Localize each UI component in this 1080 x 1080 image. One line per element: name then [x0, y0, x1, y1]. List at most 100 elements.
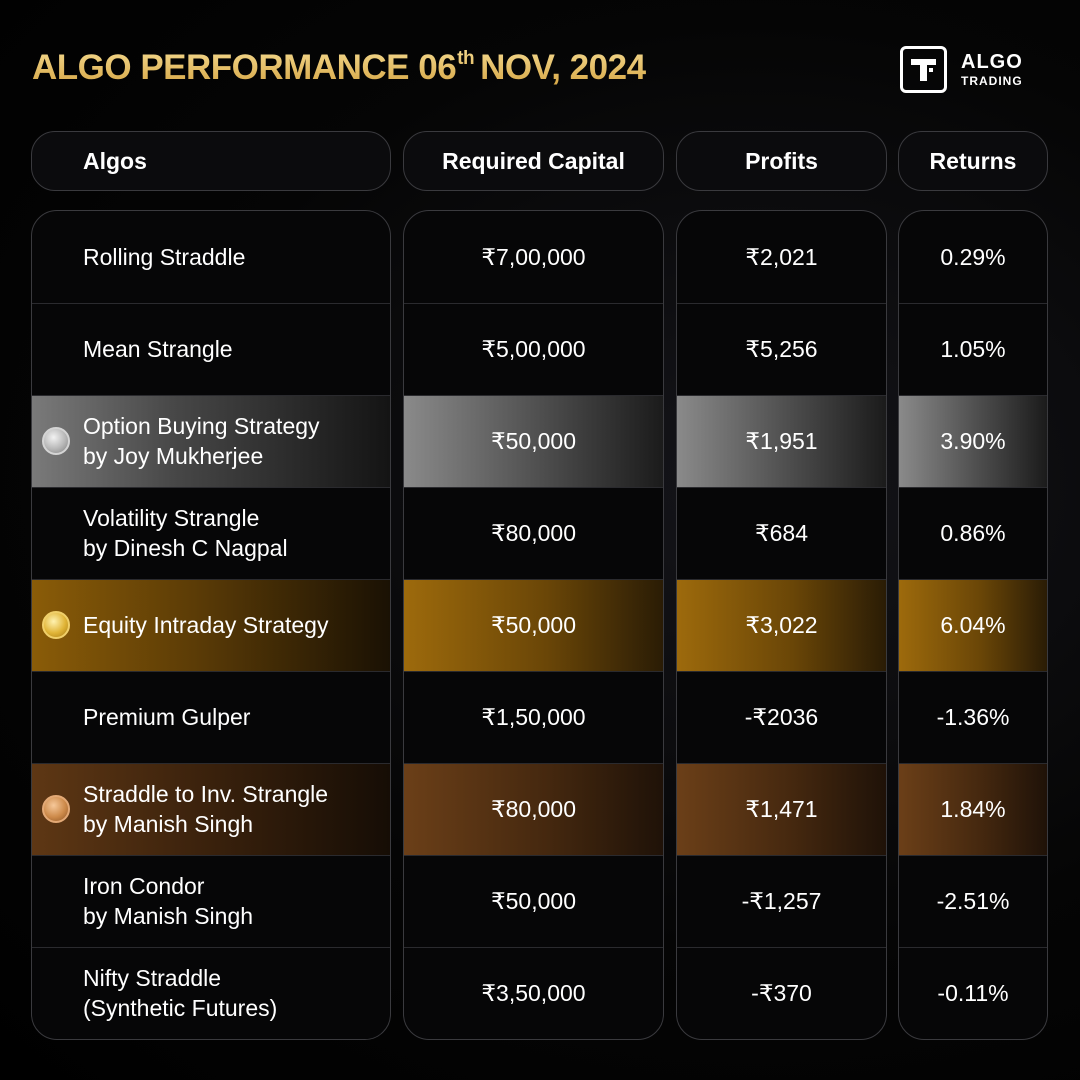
- algo-name-line2: by Manish Singh: [83, 903, 254, 929]
- row-divider: [404, 763, 663, 764]
- header-required-capital: Required Capital: [403, 131, 664, 191]
- row-divider: [899, 947, 1047, 948]
- algo-name: Volatility Strangle by Dinesh C Nagpal: [83, 503, 288, 563]
- returns-cell: -1.36%: [936, 703, 1010, 730]
- page-title: ALGO PERFORMANCE 06th NOV, 2024: [32, 48, 646, 87]
- row-divider: [677, 763, 886, 764]
- algo-name-line2: by Manish Singh: [83, 811, 254, 837]
- algo-name-line1: Volatility Strangle: [83, 505, 260, 531]
- gold-medal-icon: [42, 611, 70, 639]
- algo-name-cell: Option Buying Strategy by Joy Mukherjee: [32, 395, 390, 487]
- profit-cell: ₹3,022: [677, 579, 886, 671]
- row-divider: [32, 395, 390, 396]
- capital-cell: ₹1,50,000: [481, 703, 586, 730]
- row-divider: [677, 855, 886, 856]
- algo-name: Straddle to Inv. Strangle by Manish Singh: [83, 779, 328, 839]
- returns-cell: 0.29%: [940, 243, 1006, 270]
- returns-cell: 3.90%: [899, 395, 1047, 487]
- capital-cell: ₹3,50,000: [481, 979, 586, 1006]
- returns-cell: 0.86%: [940, 519, 1006, 546]
- returns-column: 0.29% 1.05% 3.90% 0.86% 6.04% -1.36% 1.84% -2.5…: [898, 210, 1048, 1040]
- capital-cell: ₹80,000: [404, 763, 663, 855]
- row-divider: [677, 395, 886, 396]
- algo-name-line1: Rolling Straddle: [83, 244, 246, 270]
- row-divider: [899, 487, 1047, 488]
- algo-name-line2: by Dinesh C Nagpal: [83, 535, 288, 561]
- profit-cell: ₹1,951: [677, 395, 886, 487]
- algo-name-cell: Equity Intraday Strategy: [32, 579, 390, 671]
- brand-logo: ALGO TRADING: [900, 46, 1023, 93]
- algo-name: Mean Strangle: [83, 334, 233, 364]
- algo-name-line2: (Synthetic Futures): [83, 995, 278, 1021]
- header-algos: Algos: [31, 131, 391, 191]
- algo-name-cell: Iron Condor by Manish Singh: [32, 855, 390, 947]
- algo-name: Equity Intraday Strategy: [83, 610, 328, 640]
- row-divider: [404, 855, 663, 856]
- bronze-medal-icon: [42, 795, 70, 823]
- returns-cell: 1.84%: [899, 763, 1047, 855]
- row-divider: [899, 303, 1047, 304]
- row-divider: [32, 947, 390, 948]
- header-returns: Returns: [898, 131, 1048, 191]
- row-divider: [677, 579, 886, 580]
- row-divider: [404, 487, 663, 488]
- algo-name: Iron Condor by Manish Singh: [83, 871, 253, 931]
- returns-cell: 1.05%: [940, 335, 1006, 362]
- row-divider: [899, 671, 1047, 672]
- algo-name-line2: by Joy Mukherjee: [83, 443, 264, 469]
- algo-name-line1: Mean Strangle: [83, 336, 233, 362]
- profit-cell: -₹370: [751, 979, 812, 1006]
- capital-cell: ₹50,000: [404, 579, 663, 671]
- row-divider: [404, 671, 663, 672]
- silver-medal-icon: [42, 427, 70, 455]
- returns-cell: -0.11%: [937, 979, 1009, 1006]
- algo-name-line1: Straddle to Inv. Strangle: [83, 781, 329, 807]
- profit-cell: ₹1,471: [677, 763, 886, 855]
- row-divider: [404, 303, 663, 304]
- capital-cell: ₹50,000: [404, 395, 663, 487]
- returns-cell: -2.51%: [936, 887, 1010, 914]
- row-divider: [32, 487, 390, 488]
- algo-name-cell: Nifty Straddle (Synthetic Futures): [32, 947, 390, 1039]
- algo-name-cell: Rolling Straddle: [32, 211, 390, 303]
- row-divider: [899, 579, 1047, 580]
- profits-column: ₹2,021 ₹5,256 ₹1,951 ₹684 ₹3,022 -₹2036 ₹1,471…: [676, 210, 887, 1040]
- profit-cell: -₹1,257: [741, 887, 822, 914]
- algos-column: Rolling Straddle Mean Strangle Option Buyi…: [31, 210, 391, 1040]
- row-divider: [32, 579, 390, 580]
- profit-cell: ₹5,256: [745, 335, 818, 362]
- row-divider: [899, 855, 1047, 856]
- row-divider: [32, 763, 390, 764]
- logo-text-line1: ALGO: [961, 51, 1023, 73]
- header-profits: Profits: [676, 131, 887, 191]
- algo-name-line1: Premium Gulper: [83, 704, 251, 730]
- returns-cell: 6.04%: [899, 579, 1047, 671]
- logo-text-line2: TRADING: [961, 74, 1023, 88]
- algo-name-line1: Nifty Straddle: [83, 965, 222, 991]
- row-divider: [404, 947, 663, 948]
- algo-name: Nifty Straddle (Synthetic Futures): [83, 963, 277, 1023]
- row-divider: [677, 303, 886, 304]
- logo-t-icon: [900, 46, 947, 93]
- algo-name: Option Buying Strategy by Joy Mukherjee: [83, 411, 320, 471]
- title-superscript: th: [457, 48, 475, 69]
- row-divider: [404, 579, 663, 580]
- algo-name-cell: Volatility Strangle by Dinesh C Nagpal: [32, 487, 390, 579]
- capital-cell: ₹5,00,000: [481, 335, 586, 362]
- row-divider: [32, 855, 390, 856]
- algo-name-cell: Premium Gulper: [32, 671, 390, 763]
- algo-name: Premium Gulper: [83, 702, 250, 732]
- row-divider: [899, 763, 1047, 764]
- row-divider: [32, 303, 390, 304]
- row-divider: [404, 395, 663, 396]
- algo-name: Rolling Straddle: [83, 242, 245, 272]
- row-divider: [677, 947, 886, 948]
- capital-cell: ₹7,00,000: [481, 243, 586, 270]
- algo-name-line1: Option Buying Strategy: [83, 413, 320, 439]
- capital-cell: ₹50,000: [491, 887, 576, 914]
- profit-cell: -₹2036: [744, 703, 819, 730]
- algo-name-line1: Equity Intraday Strategy: [83, 612, 329, 638]
- profit-cell: ₹684: [754, 519, 808, 546]
- algo-name-cell: Straddle to Inv. Strangle by Manish Singh: [32, 763, 390, 855]
- row-divider: [899, 395, 1047, 396]
